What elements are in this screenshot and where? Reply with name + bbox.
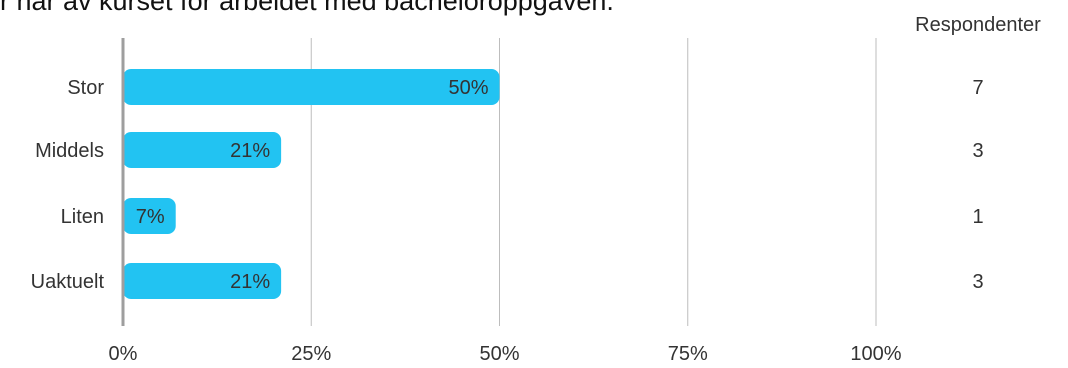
data-label: 21% — [230, 271, 270, 293]
respondents-header: Respondenter — [915, 14, 1041, 36]
data-label: 21% — [230, 140, 270, 162]
respondent-count: 7 — [972, 77, 983, 99]
category-label: Stor — [67, 77, 104, 99]
respondent-count: 3 — [972, 271, 983, 293]
x-tick-label: 100% — [850, 343, 901, 363]
category-label: Middels — [35, 140, 104, 162]
x-tick-label: 75% — [668, 343, 708, 363]
bar — [123, 132, 282, 168]
x-tick-label: 25% — [291, 343, 331, 363]
data-label: 50% — [448, 77, 488, 99]
respondent-count: 1 — [972, 206, 983, 228]
bar — [123, 198, 176, 234]
bar — [123, 69, 500, 105]
category-label: Liten — [61, 206, 104, 228]
x-tick-label: 0% — [109, 343, 138, 363]
data-label: 7% — [136, 206, 165, 228]
x-tick-label: 50% — [479, 343, 519, 363]
bar — [123, 263, 282, 299]
respondent-count: 3 — [972, 140, 983, 162]
category-label: Uaktuelt — [31, 271, 105, 293]
chart-title: r har av kurset for arbeidet med bachelo… — [0, 0, 614, 16]
